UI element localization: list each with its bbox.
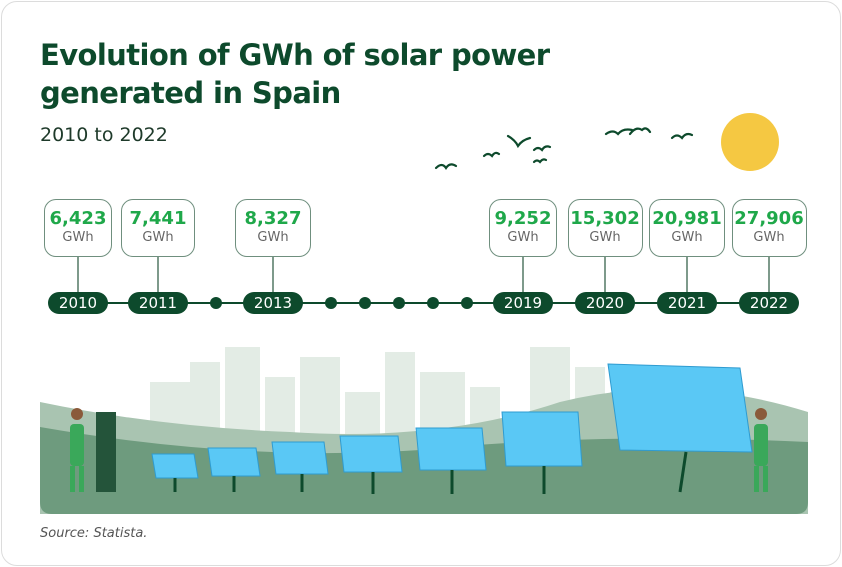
value-box-2021: 20,981 GWh (649, 199, 725, 257)
timeline-dot-2012 (210, 297, 222, 309)
solar-panels (151, 363, 753, 479)
connector-line (768, 257, 770, 293)
connector-line (522, 257, 524, 293)
worker-figures (70, 408, 768, 492)
timeline-line (52, 302, 792, 304)
value-box-2013: 8,327 GWh (235, 199, 311, 257)
year-pill-2021: 2021 (657, 292, 717, 314)
value-label: 8,327 (244, 208, 302, 229)
year-pill-2020: 2020 (575, 292, 635, 314)
year-pill-2011: 2011 (128, 292, 188, 314)
unit-label: GWh (753, 230, 785, 245)
value-label: 27,906 (734, 208, 804, 229)
unit-label: GWh (671, 230, 703, 245)
value-box-2020: 15,302 GWh (567, 199, 643, 257)
value-label: 20,981 (652, 208, 722, 229)
page-title: Evolution of GWh of solar power generate… (40, 38, 550, 110)
unit-label: GWh (257, 230, 289, 245)
value-label: 6,423 (49, 208, 107, 229)
value-box-2019: 9,252 GWh (489, 199, 557, 257)
connector-line (272, 257, 274, 293)
unit-label: GWh (589, 230, 621, 245)
connector-line (686, 257, 688, 293)
connector-line (157, 257, 159, 293)
connector-line (77, 257, 79, 293)
solar-farm-illustration (40, 347, 808, 514)
source-note: Source: Statista. (40, 526, 148, 541)
timeline-dot-2018 (461, 297, 473, 309)
timeline-dot-2015 (359, 297, 371, 309)
timeline-dot-2017 (427, 297, 439, 309)
year-pill-2010: 2010 (48, 292, 108, 314)
connector-line (604, 257, 606, 293)
value-box-2011: 7,441 GWh (121, 199, 195, 257)
value-box-2010: 6,423 GWh (44, 199, 112, 257)
sun-and-birds-illustration (434, 113, 779, 171)
timeline-dot-2014 (325, 297, 337, 309)
unit-label: GWh (142, 230, 174, 245)
birds-icon (434, 127, 694, 170)
year-pill-2019: 2019 (493, 292, 553, 314)
year-pill-2013: 2013 (243, 292, 303, 314)
sun-icon (721, 113, 779, 171)
value-label: 15,302 (570, 208, 640, 229)
unit-label: GWh (507, 230, 539, 245)
unit-label: GWh (62, 230, 94, 245)
value-label: 9,252 (494, 208, 552, 229)
subtitle: 2010 to 2022 (40, 124, 168, 146)
year-pill-2022: 2022 (739, 292, 799, 314)
timeline-dot-2016 (393, 297, 405, 309)
value-box-2022: 27,906 GWh (731, 199, 807, 257)
value-label: 7,441 (129, 208, 187, 229)
